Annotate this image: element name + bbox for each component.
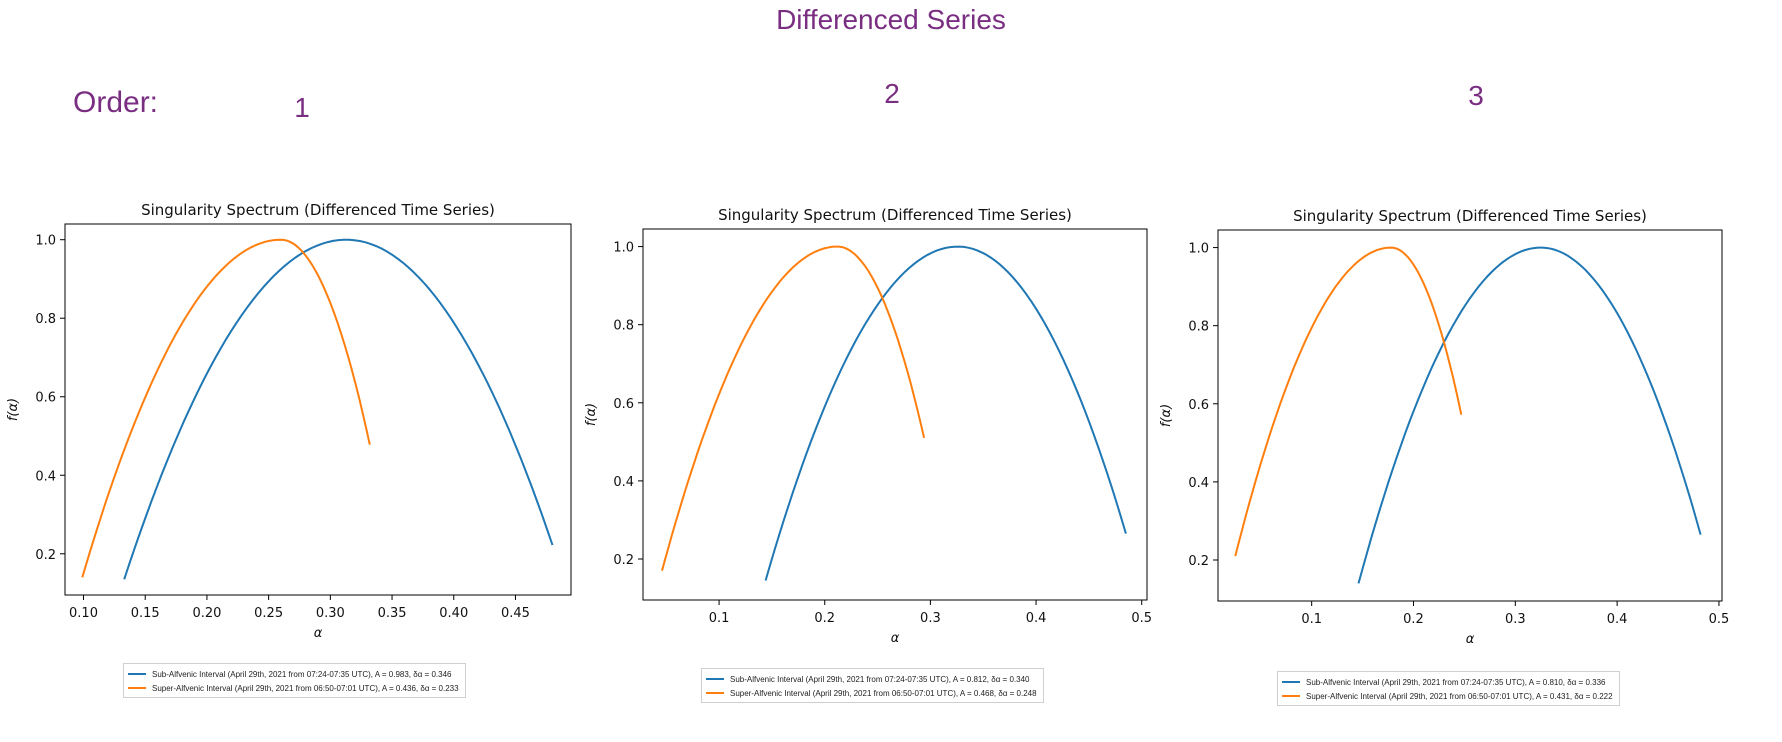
legend-swatch-super	[128, 687, 146, 689]
chart-title: Singularity Spectrum (Differenced Time S…	[1293, 207, 1647, 225]
y-axis-label: f(α)	[6, 398, 21, 421]
series-line-super-alfvenic	[661, 245, 926, 571]
chart-panel-2: Singularity Spectrum (Differenced Time S…	[584, 206, 1152, 646]
legend-1: Sub-Alfvenic Interval (April 29th, 2021 …	[123, 663, 466, 698]
legend-swatch-super	[1282, 695, 1300, 697]
legend-entry-super: Super-Alfvenic Interval (April 29th, 202…	[128, 681, 459, 695]
x-tick-label: 0.1	[709, 611, 730, 626]
x-tick-label: 0.40	[439, 606, 468, 621]
y-tick-label: 1.0	[613, 241, 634, 256]
legend-2: Sub-Alfvenic Interval (April 29th, 2021 …	[701, 668, 1044, 703]
x-tick-label: 0.30	[316, 606, 345, 621]
legend-swatch-sub	[706, 678, 724, 680]
x-tick-label: 0.45	[501, 606, 530, 621]
legend-label-sub: Sub-Alfvenic Interval (April 29th, 2021 …	[152, 669, 452, 679]
legend-label-super: Super-Alfvenic Interval (April 29th, 202…	[730, 688, 1037, 698]
x-tick-label: 0.4	[1607, 612, 1628, 627]
x-axis-label: α	[891, 631, 900, 646]
legend-3: Sub-Alfvenic Interval (April 29th, 2021 …	[1277, 671, 1620, 706]
legend-swatch-sub	[1282, 681, 1300, 683]
y-tick-label: 0.4	[35, 469, 56, 484]
series-line-super-alfvenic	[1234, 246, 1463, 557]
series-line-super-alfvenic	[81, 238, 371, 578]
chart-title: Singularity Spectrum (Differenced Time S…	[718, 206, 1072, 224]
legend-entry-sub: Sub-Alfvenic Interval (April 29th, 2021 …	[706, 672, 1037, 686]
x-tick-label: 0.5	[1709, 612, 1730, 627]
x-tick-label: 0.3	[1505, 612, 1526, 627]
chart-panel-1: Singularity Spectrum (Differenced Time S…	[6, 201, 572, 641]
chart-panel-3: Singularity Spectrum (Differenced Time S…	[1159, 207, 1730, 647]
y-tick-label: 0.2	[613, 553, 634, 568]
y-tick-label: 0.8	[1188, 320, 1209, 335]
x-axis-label: α	[1466, 632, 1475, 647]
x-tick-label: 0.20	[192, 606, 221, 621]
y-tick-label: 0.4	[613, 475, 634, 490]
y-tick-label: 0.6	[613, 397, 634, 412]
order-number-1: 1	[294, 92, 310, 123]
x-tick-label: 0.2	[814, 611, 835, 626]
x-tick-label: 0.5	[1131, 611, 1152, 626]
legend-label-sub: Sub-Alfvenic Interval (April 29th, 2021 …	[1306, 677, 1606, 687]
legend-swatch-super	[706, 692, 724, 694]
x-tick-label: 0.2	[1403, 612, 1424, 627]
legend-entry-sub: Sub-Alfvenic Interval (April 29th, 2021 …	[1282, 675, 1613, 689]
legend-swatch-sub	[128, 673, 146, 675]
x-axis-label: α	[314, 626, 323, 641]
y-tick-label: 0.6	[35, 391, 56, 406]
y-tick-label: 0.8	[35, 312, 56, 327]
legend-entry-sub: Sub-Alfvenic Interval (April 29th, 2021 …	[128, 667, 459, 681]
x-tick-label: 0.3	[920, 611, 941, 626]
y-tick-label: 0.4	[1188, 476, 1209, 491]
series-line-sub-alfvenic	[764, 245, 1127, 581]
legend-label-super: Super-Alfvenic Interval (April 29th, 202…	[152, 683, 459, 693]
y-tick-label: 0.2	[35, 548, 56, 563]
plot-frame	[642, 228, 1148, 601]
chart-title: Singularity Spectrum (Differenced Time S…	[141, 201, 495, 219]
y-axis-label: f(α)	[1159, 404, 1174, 427]
x-tick-label: 0.4	[1026, 611, 1047, 626]
plot-frame	[1217, 229, 1723, 602]
y-tick-label: 1.0	[35, 234, 56, 249]
order-number-3: 3	[1468, 80, 1484, 111]
y-tick-label: 0.6	[1188, 398, 1209, 413]
series-line-sub-alfvenic	[1357, 246, 1702, 584]
series-line-sub-alfvenic	[123, 238, 554, 580]
x-tick-label: 0.10	[69, 606, 98, 621]
legend-entry-super: Super-Alfvenic Interval (April 29th, 202…	[1282, 689, 1613, 703]
x-tick-label: 0.25	[254, 606, 283, 621]
figure-title: Differenced Series	[776, 4, 1006, 35]
y-axis-label: f(α)	[584, 403, 599, 426]
y-tick-label: 1.0	[1188, 242, 1209, 257]
order-label: Order:	[73, 86, 159, 119]
x-tick-label: 0.1	[1301, 612, 1322, 627]
order-number-2: 2	[884, 78, 900, 109]
x-tick-label: 0.35	[378, 606, 407, 621]
legend-label-sub: Sub-Alfvenic Interval (April 29th, 2021 …	[730, 674, 1030, 684]
legend-entry-super: Super-Alfvenic Interval (April 29th, 202…	[706, 686, 1037, 700]
y-tick-label: 0.8	[613, 319, 634, 334]
x-tick-label: 0.15	[131, 606, 160, 621]
legend-label-super: Super-Alfvenic Interval (April 29th, 202…	[1306, 691, 1613, 701]
y-tick-label: 0.2	[1188, 554, 1209, 569]
plot-frame	[64, 223, 572, 596]
